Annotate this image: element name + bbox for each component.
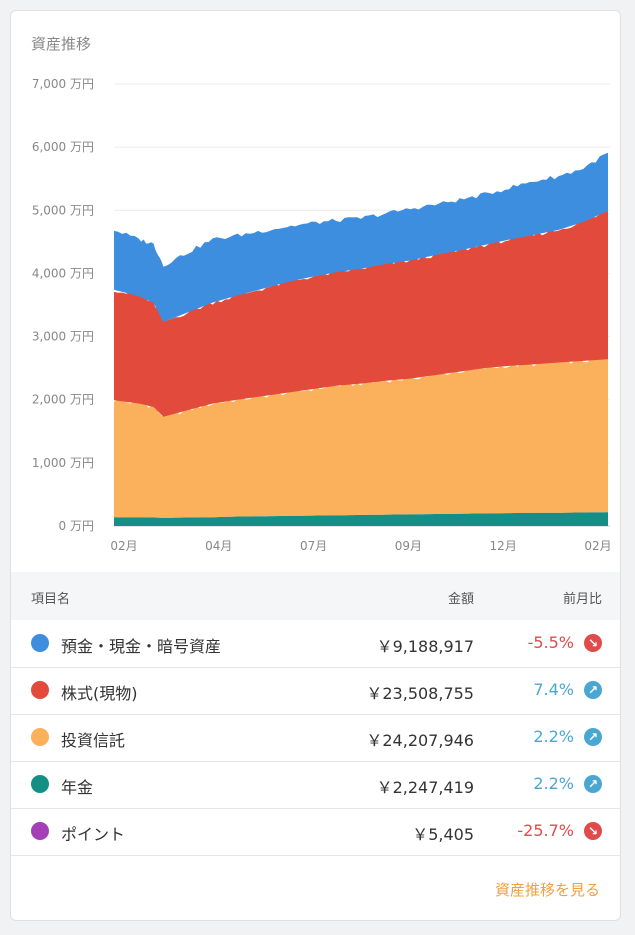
row-amount: ￥5,405 <box>412 825 474 844</box>
x-tick-label: 07月 <box>300 539 327 553</box>
row-change: -25.7% <box>517 821 574 840</box>
header-amount: 金額 <box>447 592 474 607</box>
trend-up-icon: ↗ <box>584 681 602 699</box>
legend-dot <box>31 728 49 746</box>
table-row[interactable]: 預金・現金・暗号資産 ￥9,188,917 -5.5% ↘ <box>11 620 620 668</box>
x-tick-label: 02月 <box>584 539 611 553</box>
row-change: -5.5% <box>527 633 574 652</box>
table-row[interactable]: 年金 ￥2,247,419 2.2% ↗ <box>11 761 620 809</box>
y-tick-label: 6,000 万円 <box>32 140 94 154</box>
y-tick-label: 4,000 万円 <box>32 266 94 280</box>
legend-dot <box>31 681 49 699</box>
series-area-pension <box>114 512 608 526</box>
header-change: 前月比 <box>562 592 602 607</box>
trend-up-icon: ↗ <box>584 775 602 793</box>
x-tick-label: 02月 <box>110 539 137 553</box>
card-title: 資産推移 <box>31 35 92 53</box>
trend-up-icon: ↗ <box>584 728 602 746</box>
asset-area-chart: 0 万円 1,000 万円 2,000 万円 3,000 万円 4,000 万円 5,00… <box>32 77 612 553</box>
asset-trend-card: 資産推移 0 万円 1,000 万円 2,000 万円 3,000 万円 4,000 万… <box>10 10 621 921</box>
y-tick-label: 1,000 万円 <box>32 456 94 470</box>
view-asset-trend-link[interactable]: 資産推移を見る <box>494 881 600 899</box>
y-tick-label: 2,000 万円 <box>32 393 94 407</box>
trend-down-icon: ↘ <box>584 822 602 840</box>
table-row[interactable]: 投資信託 ￥24,207,946 2.2% ↗ <box>11 714 620 762</box>
row-name: 預金・現金・暗号資産 <box>61 637 222 656</box>
x-tick-label: 12月 <box>490 539 517 553</box>
row-name: 投資信託 <box>61 731 126 750</box>
x-tick-label: 09月 <box>395 539 422 553</box>
row-amount: ￥2,247,419 <box>376 778 474 797</box>
row-change: 2.2% <box>533 774 574 793</box>
table-row[interactable]: 株式(現物) ￥23,508,755 7.4% ↗ <box>11 667 620 715</box>
legend-dot <box>31 822 49 840</box>
series-area-funds <box>114 358 608 518</box>
y-tick-label: 7,000 万円 <box>32 77 94 91</box>
legend-dot <box>31 775 49 793</box>
table-header: 項目名 金額 前月比 <box>11 572 620 620</box>
x-tick-label: 04月 <box>205 539 232 553</box>
row-name: 年金 <box>61 778 94 797</box>
row-amount: ￥23,508,755 <box>366 684 474 703</box>
row-name: ポイント <box>61 825 126 844</box>
row-change: 7.4% <box>533 680 574 699</box>
series-area-stocks <box>114 210 608 417</box>
header-name: 項目名 <box>31 592 71 607</box>
row-amount: ￥24,207,946 <box>366 731 474 750</box>
row-name: 株式(現物) <box>61 684 138 703</box>
y-tick-label: 0 万円 <box>59 519 94 533</box>
y-tick-label: 3,000 万円 <box>32 330 94 344</box>
series-area-deposit <box>114 152 608 322</box>
y-tick-label: 5,000 万円 <box>32 203 94 217</box>
table-row[interactable]: ポイント ￥5,405 -25.7% ↘ <box>11 808 620 856</box>
trend-down-icon: ↘ <box>584 634 602 652</box>
row-amount: ￥9,188,917 <box>376 637 474 656</box>
legend-dot <box>31 634 49 652</box>
row-change: 2.2% <box>533 727 574 746</box>
